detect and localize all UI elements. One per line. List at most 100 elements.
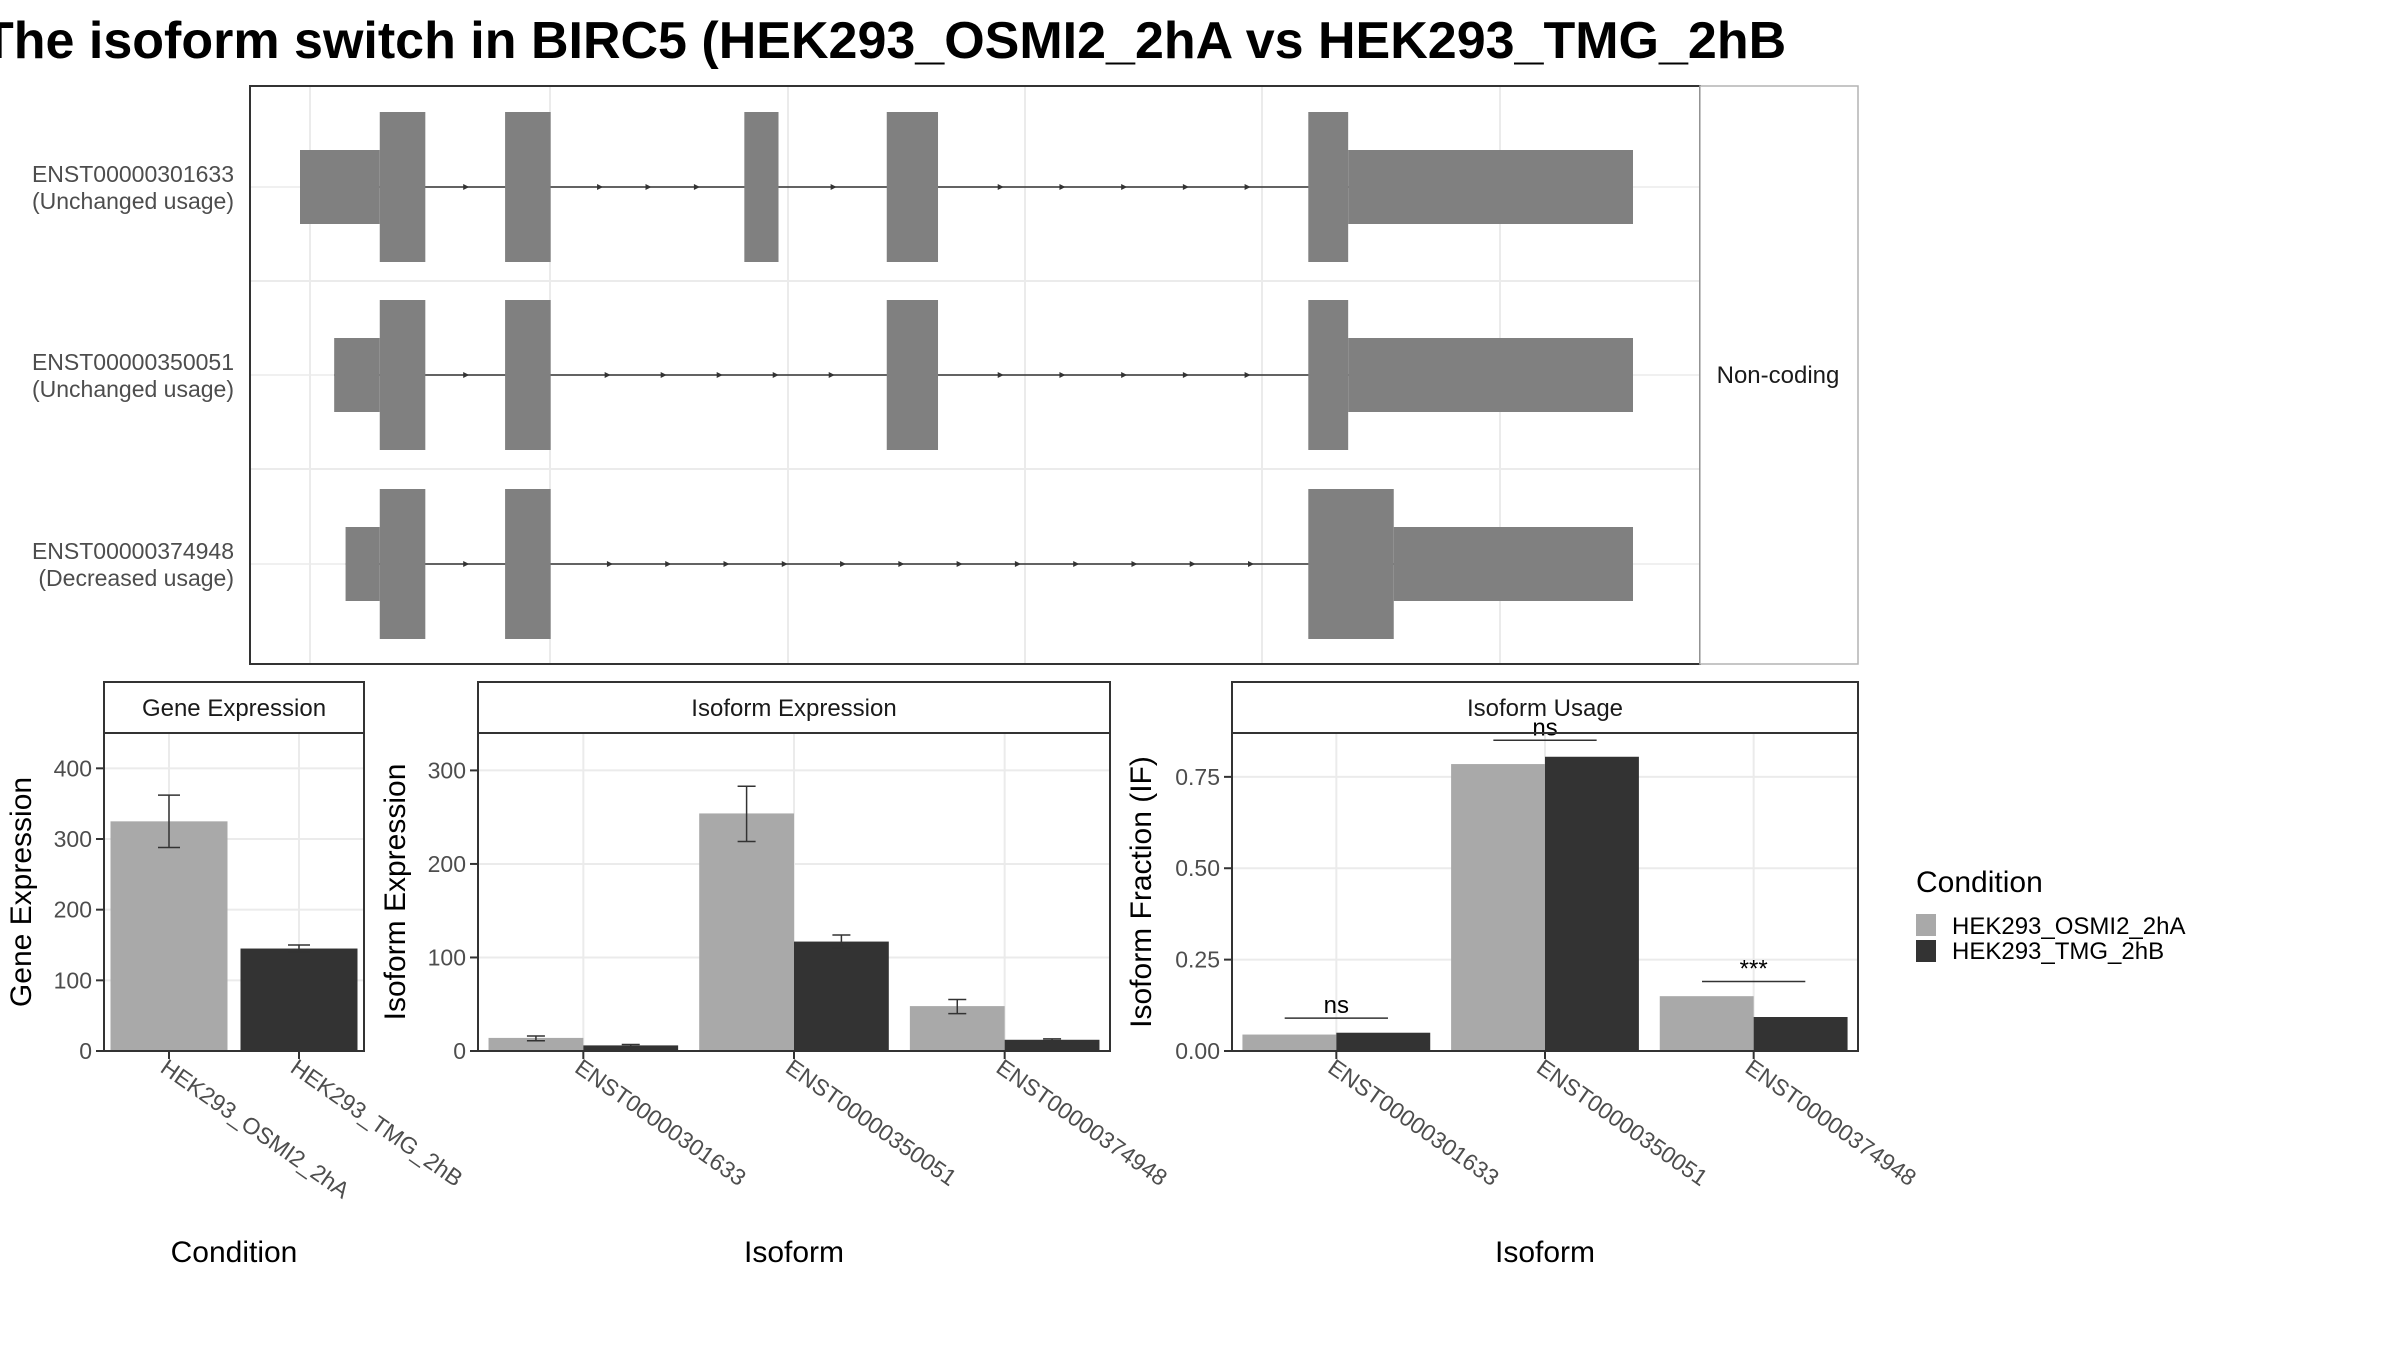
intron-arrow [1182, 372, 1189, 378]
intron-arrow [645, 184, 652, 190]
intron-arrow [1248, 561, 1255, 567]
x-axis-title: Isoform [744, 1236, 844, 1269]
intron-arrow [723, 561, 730, 567]
x-tick-label: ENST00000374948 [992, 1054, 1172, 1191]
isoform-usage-panel: Isoform Usagensns***0.000.250.500.75ENST… [1125, 681, 1921, 1269]
y-tick-label: 400 [54, 755, 92, 781]
intron-arrow [1182, 184, 1189, 190]
transcript-id-label: ENST00000374948 [32, 538, 234, 564]
bar [794, 941, 889, 1051]
bar [240, 948, 358, 1051]
coding-exon [1308, 112, 1349, 262]
y-tick-label: 0 [453, 1038, 466, 1064]
significance-label: *** [1740, 956, 1768, 983]
legend-swatch-condition-b [1916, 940, 1936, 962]
x-tick-label: ENST00000350051 [781, 1054, 961, 1191]
y-tick-label: 0 [79, 1038, 92, 1064]
transcript-id-label: ENST00000301633 [32, 161, 234, 187]
intron-arrow [1244, 184, 1251, 190]
y-tick-label: 0.25 [1175, 947, 1220, 973]
panel-strip [103, 681, 365, 734]
y-tick-label: 200 [428, 851, 466, 877]
panel-strip-label: Gene Expression [142, 695, 326, 722]
intron-arrow [1189, 561, 1196, 567]
bar [488, 1037, 584, 1051]
y-tick-label: 300 [428, 757, 466, 783]
intron-arrow [1059, 372, 1066, 378]
intron-arrow [463, 561, 470, 567]
bar [699, 813, 794, 1051]
facet-label-non-coding: Non-coding [1717, 362, 1840, 389]
coding-exon [379, 300, 426, 450]
panel-strip-label: Isoform Usage [1467, 695, 1623, 722]
coding-exon [379, 489, 426, 639]
intron-arrow [660, 372, 667, 378]
y-tick-label: 300 [54, 826, 92, 852]
intron-arrow [597, 184, 604, 190]
intron-arrow [781, 561, 788, 567]
isoform-expression-panel: Isoform Expression 0 100 200 300 ENST00000301… [379, 681, 1172, 1269]
y-tick-label: 100 [428, 944, 466, 970]
bar [1004, 1039, 1100, 1051]
intron-arrow [997, 184, 1004, 190]
transcript-structure-panel: ENST00000301633(Unchanged usage)ENST0000… [32, 85, 1859, 665]
intron-arrow [772, 372, 779, 378]
intron-arrow [828, 372, 835, 378]
panel-strip-label: Isoform Expression [691, 695, 896, 722]
y-tick-label: 0.75 [1175, 764, 1220, 790]
y-tick-label: 200 [54, 897, 92, 923]
significance-label: ns [1532, 714, 1557, 741]
intron-arrow [840, 561, 847, 567]
intron-arrow [1244, 372, 1251, 378]
intron-arrow [604, 372, 611, 378]
intron-arrow [716, 372, 723, 378]
coding-exon [505, 489, 551, 639]
x-tick-label: ENST00000301633 [570, 1054, 750, 1191]
coding-exon [886, 112, 939, 262]
facet-strip [1699, 85, 1859, 665]
bar [110, 821, 228, 1051]
coding-exon [505, 300, 551, 450]
x-tick-label: ENST00000350051 [1532, 1054, 1712, 1191]
intron-arrow [1121, 184, 1128, 190]
intron-arrow [463, 184, 470, 190]
coding-exon [1308, 489, 1394, 639]
intron-arrow [1131, 561, 1138, 567]
intron-arrow [693, 184, 700, 190]
intron-arrow [997, 372, 1004, 378]
intron-arrow [1073, 561, 1080, 567]
intron-arrow [830, 184, 837, 190]
legend-title: Condition [1916, 866, 2043, 899]
figure-title: The isoform switch in BIRC5 (HEK293_OSMI… [0, 12, 1786, 70]
intron-arrow [1121, 372, 1128, 378]
bar [1451, 764, 1545, 1051]
intron-arrow [665, 561, 672, 567]
utr-exon [300, 150, 380, 224]
intron-arrow [898, 561, 905, 567]
bar [1659, 996, 1754, 1051]
x-axis-title: Isoform [1495, 1236, 1595, 1269]
legend-entry-condition-b: HEK293_TMG_2hB [1952, 938, 2164, 965]
intron-arrow [1059, 184, 1066, 190]
x-axis-title: Condition [171, 1236, 298, 1269]
transcript-status-label: (Unchanged usage) [32, 376, 234, 402]
transcript-id-label: ENST00000350051 [32, 349, 234, 375]
significance-label: ns [1324, 992, 1349, 1019]
utr-exon [1348, 150, 1633, 224]
panel-frame [103, 732, 365, 1052]
bar [583, 1045, 679, 1051]
y-axis-title: Isoform Fraction (IF) [1125, 756, 1158, 1028]
y-tick-label: 0.50 [1175, 855, 1220, 881]
x-tick-label: ENST00000301633 [1323, 1054, 1503, 1191]
coding-exon [1308, 300, 1349, 450]
panel-strip [1231, 681, 1859, 734]
legend-entry-condition-a: HEK293_OSMI2_2hA [1952, 913, 2185, 940]
condition-legend: Condition HEK293_OSMI2_2hA HEK293_TMG_2h… [1916, 866, 2185, 965]
coding-exon [886, 300, 939, 450]
y-tick-label: 0.00 [1175, 1038, 1220, 1064]
intron-arrow [956, 561, 963, 567]
intron-arrow [606, 561, 613, 567]
utr-exon [1393, 527, 1633, 601]
legend-swatch-condition-a [1916, 914, 1936, 936]
